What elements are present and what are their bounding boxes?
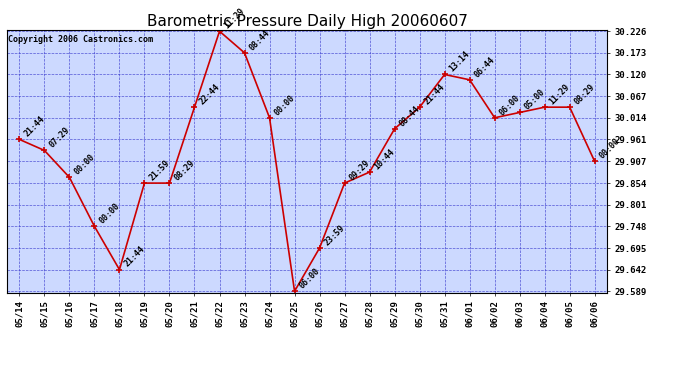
Text: 06:44: 06:44	[473, 55, 496, 79]
Text: 21:59: 21:59	[147, 158, 171, 182]
Text: 13:14: 13:14	[447, 50, 471, 74]
Text: 06:00: 06:00	[297, 267, 322, 291]
Text: Copyright 2006 Castronics.com: Copyright 2006 Castronics.com	[8, 35, 153, 44]
Text: 21:44: 21:44	[122, 245, 146, 269]
Text: 11:29: 11:29	[222, 6, 246, 30]
Text: 08:44: 08:44	[397, 104, 422, 128]
Text: 08:29: 08:29	[172, 158, 196, 182]
Text: 21:44: 21:44	[422, 82, 446, 106]
Text: 00:00: 00:00	[97, 201, 121, 226]
Text: 00:00: 00:00	[273, 93, 296, 117]
Text: 21:44: 21:44	[22, 115, 46, 139]
Text: 11:29: 11:29	[547, 82, 571, 106]
Text: 08:44: 08:44	[247, 28, 271, 52]
Text: 10:44: 10:44	[373, 147, 396, 171]
Text: 06:00: 06:00	[497, 93, 522, 117]
Text: 00:00: 00:00	[598, 136, 622, 160]
Title: Barometric Pressure Daily High 20060607: Barometric Pressure Daily High 20060607	[146, 14, 468, 29]
Text: 05:00: 05:00	[522, 88, 546, 112]
Text: 23:59: 23:59	[322, 223, 346, 247]
Text: 22:44: 22:44	[197, 82, 221, 106]
Text: 08:29: 08:29	[573, 82, 596, 106]
Text: 07:29: 07:29	[47, 126, 71, 150]
Text: 00:00: 00:00	[72, 153, 96, 177]
Text: 09:29: 09:29	[347, 158, 371, 182]
